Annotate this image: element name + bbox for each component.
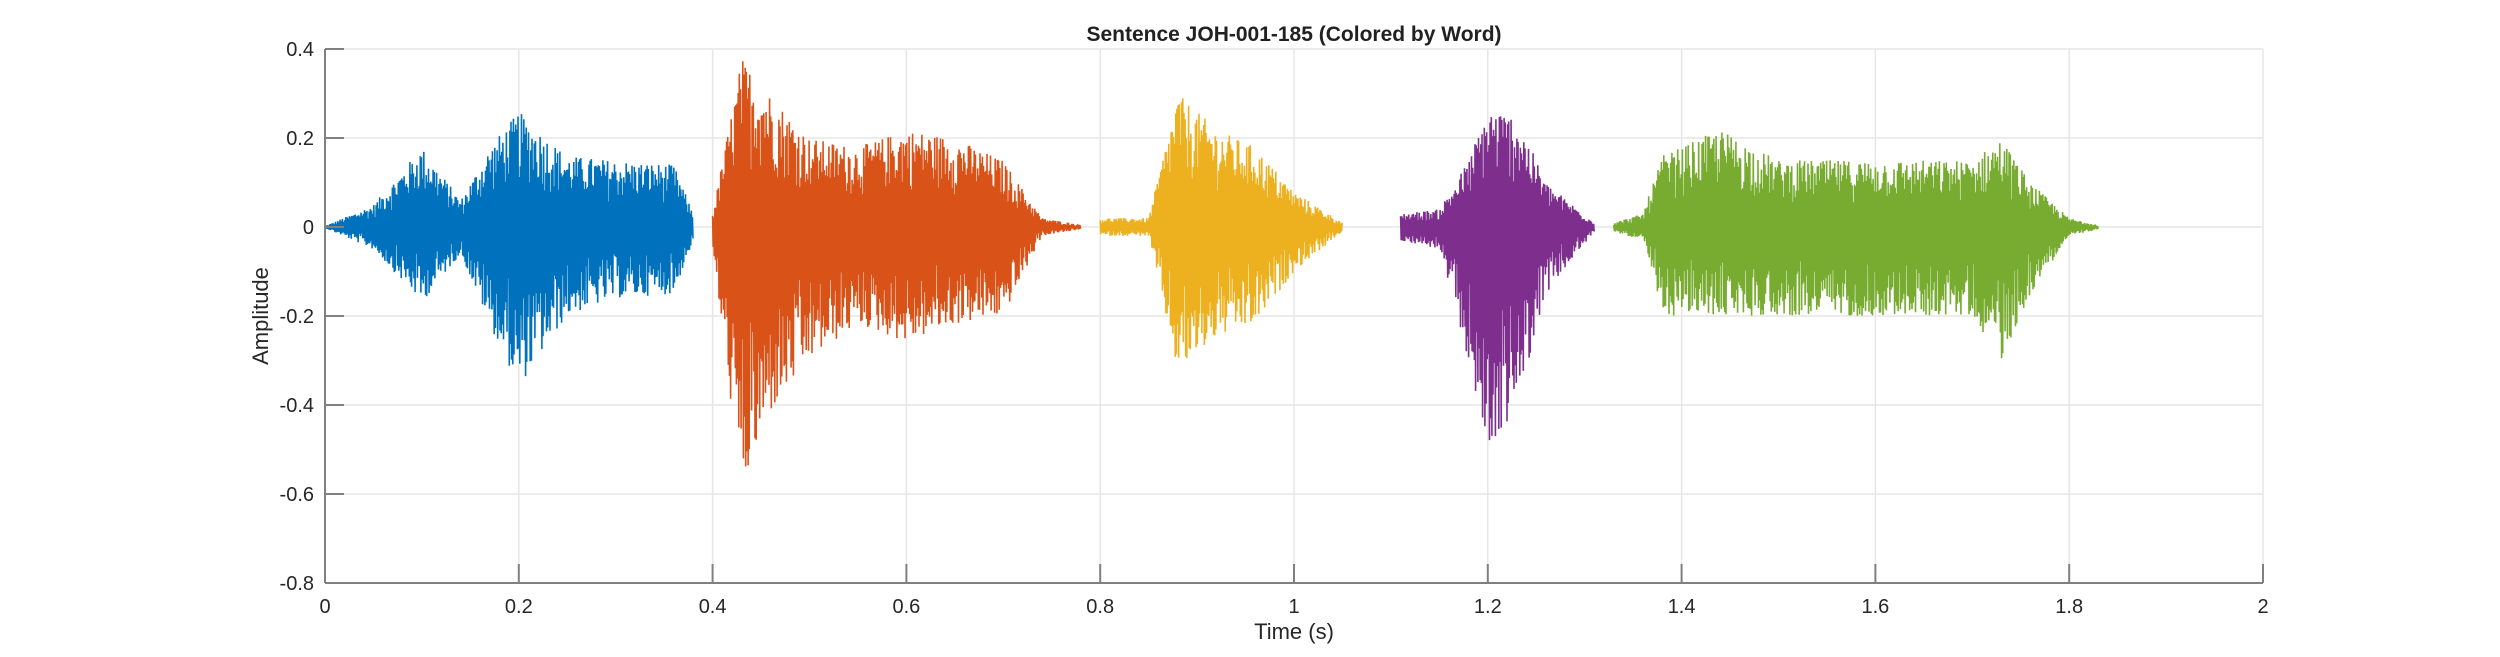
x-tick-label: 1 [1288,596,1299,618]
y-axis-label: Amplitude [248,267,273,365]
y-tick-label: -0.8 [280,573,314,595]
y-tick-label: -0.4 [280,395,314,417]
x-tick-label: 0.6 [892,596,920,618]
grid [324,48,2264,584]
x-tick-label: 1.6 [1861,596,1889,618]
x-tick-label: 0.2 [505,596,533,618]
chart-title: Sentence JOH-001-185 (Colored by Word) [1086,23,1501,46]
y-tick-label: -0.2 [280,306,314,328]
x-tick-label: 1.2 [1474,596,1502,618]
y-tick-label: -0.6 [280,484,314,506]
x-tick-label: 0.4 [699,596,727,618]
waveform-word-1 [324,114,694,377]
y-tick-label: 0 [303,217,314,239]
x-tick-label: 0.8 [1086,596,1114,618]
waveform-word-4 [1399,116,1595,441]
x-tick-label: 2 [2257,596,2268,618]
x-tick-label: 0 [319,596,330,618]
waveform-word-5 [1613,132,2099,359]
x-axis-label: Time (s) [1254,619,1334,644]
x-tick-label: 1.4 [1668,596,1696,618]
y-tick-label: 0.4 [286,39,314,61]
waveform-word-2 [711,61,1082,467]
waveform-word-3 [1099,98,1343,358]
y-tick-label: 0.2 [286,128,314,150]
x-tick-label: 1.8 [2055,596,2083,618]
series-group [324,61,2099,467]
axes: 0 0.2 0.4 0.6 0.8 1 1.2 1.4 1.6 1.8 2 0.4 0.2 0 -0.2 -0… [280,39,2269,618]
